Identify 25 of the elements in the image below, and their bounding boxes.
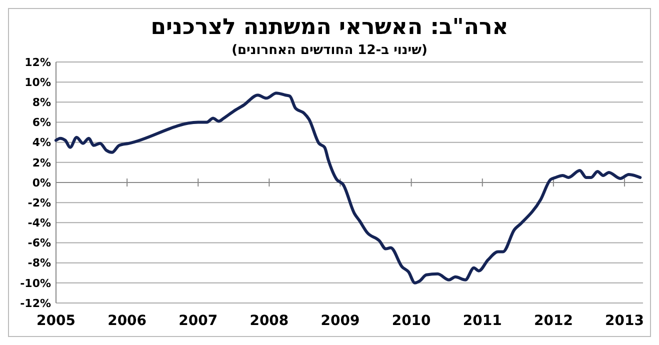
y-tick-label: -4%	[28, 216, 51, 230]
y-tick-label: 8%	[32, 96, 51, 110]
x-tick-label: 2011	[462, 313, 502, 329]
y-tick-label: -6%	[28, 236, 51, 250]
x-tick-label: 2009	[320, 313, 360, 329]
y-tick-label: 12%	[24, 56, 51, 69]
chart-subtitle: (שינוי ב-12 החודשים האחרונים)	[232, 43, 428, 58]
y-tick-label: -8%	[28, 256, 51, 270]
y-tick-label: -2%	[28, 196, 51, 210]
x-tick-label: 2005	[36, 313, 76, 329]
y-tick-label: 2%	[32, 156, 51, 170]
x-tick-label: 2013	[605, 313, 644, 329]
x-tick-label: 2006	[108, 313, 147, 329]
x-tick-label: 2008	[250, 313, 289, 329]
y-tick-label: 10%	[24, 76, 51, 89]
y-tick-label: 4%	[32, 136, 51, 150]
y-tick-label: 0%	[32, 176, 51, 190]
x-tick-label: 2007	[178, 313, 218, 329]
line-series	[54, 92, 642, 284]
y-tick-label: -12%	[20, 296, 51, 310]
x-tick-label: 2010	[392, 313, 432, 329]
x-tick-label: 2012	[534, 313, 573, 329]
y-tick-label: -10%	[20, 276, 51, 290]
chart-title: ארה"ב: האשראי המשתנה לצרכנים	[150, 15, 508, 40]
y-tick-label: 6%	[32, 116, 51, 130]
